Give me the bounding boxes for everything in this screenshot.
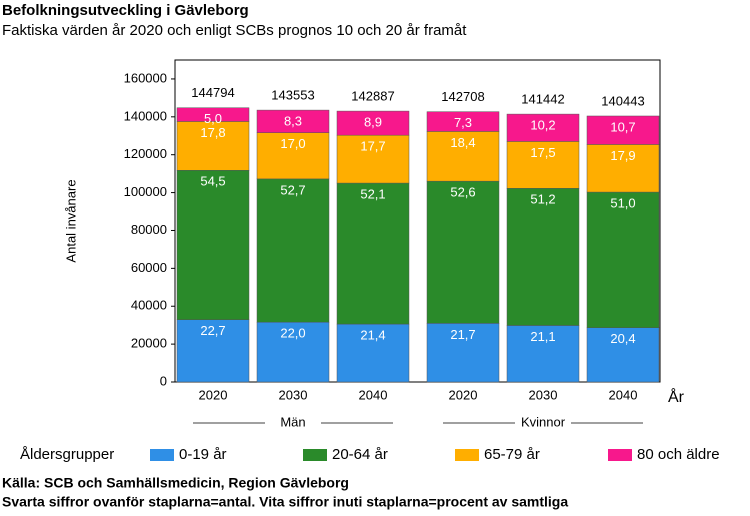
x-tick-label: 2040 (609, 387, 638, 402)
y-tick-label: 140000 (124, 108, 167, 123)
x-tick-label: 2030 (279, 387, 308, 402)
legend-swatch (455, 449, 479, 461)
value-label: 51,0 (610, 196, 635, 211)
bar-segment (586, 327, 660, 383)
bar-segment (256, 132, 330, 180)
footer: Källa: SCB och Samhällsmedicin, Region G… (2, 475, 349, 491)
value-label: 7,3 (454, 115, 472, 130)
value-label: 20,4 (610, 331, 635, 346)
bar-segment (506, 188, 580, 326)
value-label: 52,6 (450, 185, 475, 200)
bar-segment (506, 113, 580, 142)
x-tick-label: 2040 (359, 387, 388, 402)
bar-segment (586, 144, 660, 193)
group-label: Män (280, 414, 305, 429)
x-tick-label: 2020 (449, 387, 478, 402)
value-label: 21,7 (450, 327, 475, 342)
chart-subtitle: Faktiska värden år 2020 och enligt SCBs … (2, 22, 467, 39)
value-label: 5,0 (204, 111, 222, 126)
bar-segment (426, 111, 500, 132)
y-tick-label: 120000 (124, 146, 167, 161)
value-label: 52,1 (360, 187, 385, 202)
x-tick-label: 2030 (529, 387, 558, 402)
legend-title: Åldersgrupper (20, 446, 114, 463)
bar-segment (336, 323, 410, 383)
value-label: 17,7 (360, 139, 385, 154)
chart-title: Befolkningsutveckling i Gävleborg (2, 2, 249, 19)
value-label: 8,3 (284, 114, 302, 129)
legend-label: 80 och äldre (637, 446, 720, 463)
value-label: 21,1 (530, 329, 555, 344)
bar-segment (336, 182, 410, 325)
bar-segment (256, 321, 330, 383)
plot-frame (174, 59, 661, 383)
total-label: 144794 (191, 85, 234, 100)
footer: Svarta siffror ovanför staplarna=antal. … (2, 494, 568, 510)
value-label: 17,5 (530, 145, 555, 160)
bar-segment (176, 121, 250, 171)
value-label: 18,4 (450, 135, 475, 150)
value-label: 22,0 (280, 326, 305, 341)
value-label: 8,9 (364, 115, 382, 130)
bar-segment (426, 180, 500, 324)
value-label: 10,2 (530, 118, 555, 133)
y-tick-label: 40000 (131, 298, 167, 313)
value-label: 10,7 (610, 119, 635, 134)
bar-segment (176, 107, 250, 122)
total-label: 141442 (521, 92, 564, 107)
bar-segment (336, 134, 410, 184)
value-label: 21,4 (360, 328, 385, 343)
bar-segment (426, 131, 500, 182)
legend-swatch (303, 449, 327, 461)
y-axis-title: Antal invånare (63, 179, 78, 262)
legend-swatch (150, 449, 174, 461)
value-label: 52,7 (280, 182, 305, 197)
bar-segment (586, 191, 660, 328)
total-label: 142708 (441, 89, 484, 104)
x-tick-label: 2020 (199, 387, 228, 402)
value-label: 51,2 (530, 192, 555, 207)
bar-segment (256, 178, 330, 323)
bar-segment (176, 319, 250, 383)
legend-label: 20-64 år (332, 446, 388, 463)
legend-label: 0-19 år (179, 446, 227, 463)
y-tick-label: 80000 (131, 222, 167, 237)
bar-segment (176, 170, 250, 320)
value-label: 17,0 (280, 136, 305, 151)
value-label: 17,9 (610, 148, 635, 163)
x-axis-title: År (668, 387, 685, 406)
y-tick-label: 60000 (131, 260, 167, 275)
total-label: 140443 (601, 93, 644, 108)
bar-segment (586, 115, 660, 145)
bar-segment (506, 141, 580, 189)
group-label: Kvinnor (521, 414, 566, 429)
legend-swatch (608, 449, 632, 461)
y-tick-label: 160000 (124, 70, 167, 85)
y-tick-label: 0 (160, 373, 167, 388)
y-tick-label: 20000 (131, 336, 167, 351)
y-tick-label: 100000 (124, 184, 167, 199)
value-label: 22,7 (200, 323, 225, 338)
bar-segment (336, 110, 410, 136)
legend-label: 65-79 år (484, 446, 540, 463)
total-label: 142887 (351, 89, 394, 104)
value-label: 17,8 (200, 125, 225, 140)
bar-segment (256, 109, 330, 133)
bar-segment (506, 325, 580, 383)
total-label: 143553 (271, 88, 314, 103)
value-label: 54,5 (200, 174, 225, 189)
